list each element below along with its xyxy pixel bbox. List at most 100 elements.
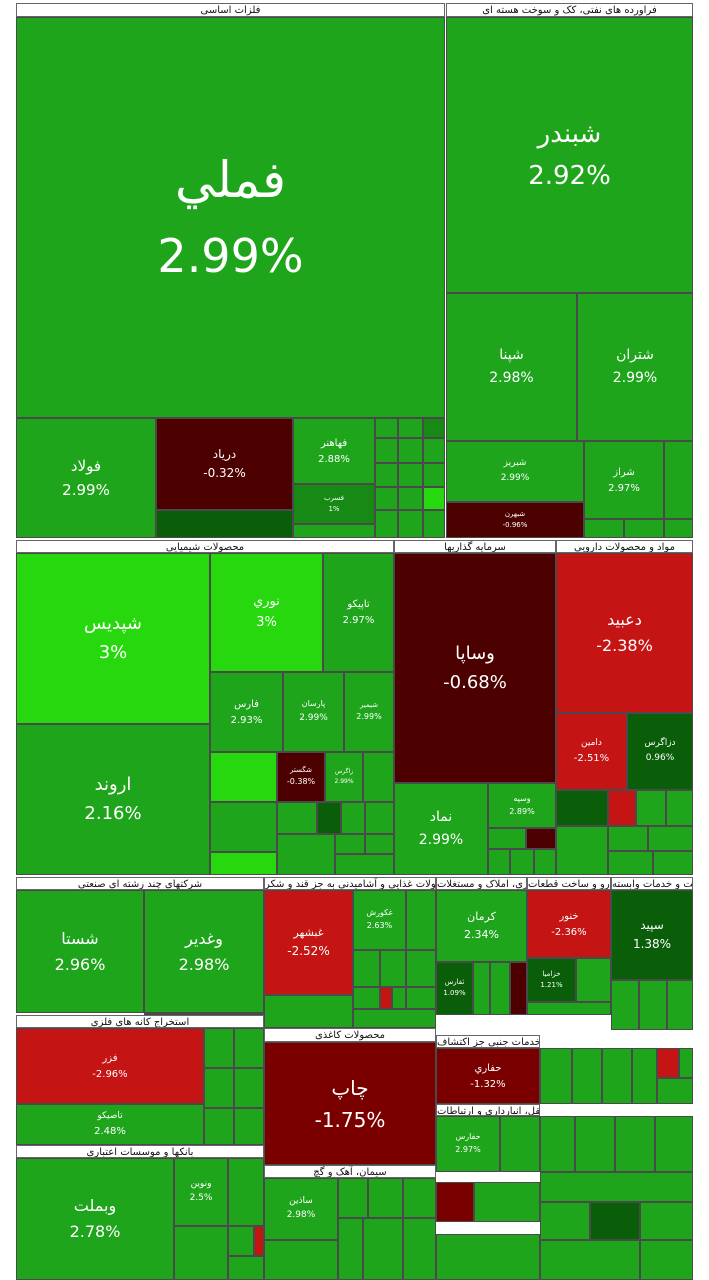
treemap-small-tile[interactable] [254,1226,264,1256]
treemap-small-tile[interactable] [624,519,664,538]
treemap-small-tile[interactable] [403,1178,436,1218]
treemap-small-tile[interactable] [636,790,666,826]
stock-tile[interactable]: نوري 3% [210,553,323,672]
stock-tile[interactable]: دزاگرس 0.96% [627,713,693,790]
treemap-small-tile[interactable] [540,1048,572,1104]
stock-tile[interactable]: شتران 2.99% [577,293,693,441]
treemap-small-tile[interactable] [398,487,423,510]
treemap-small-tile[interactable] [234,1028,264,1068]
treemap-small-tile[interactable] [375,438,398,463]
treemap-small-tile[interactable] [572,1048,602,1104]
stock-tile[interactable]: فارس 2.93% [210,672,283,752]
treemap-small-tile[interactable] [210,752,277,802]
stock-tile[interactable]: وغدير 2.98% [144,890,264,1013]
treemap-small-tile[interactable] [527,1002,611,1015]
treemap-small-tile[interactable] [406,890,436,950]
stock-tile[interactable]: شپديس 3% [16,553,210,724]
treemap-small-tile[interactable] [317,802,341,834]
treemap-small-tile[interactable] [353,1009,436,1028]
treemap-small-tile[interactable] [363,752,394,802]
treemap-small-tile[interactable] [615,1116,655,1172]
stock-tile[interactable]: شراز 2.97% [584,441,664,519]
treemap-small-tile[interactable] [648,826,693,851]
treemap-small-tile[interactable] [679,1048,693,1078]
stock-tile[interactable]: دعبيد -2.38% [556,553,693,713]
treemap-small-tile[interactable] [392,987,406,1009]
treemap-small-tile[interactable] [423,510,445,538]
treemap-small-tile[interactable] [398,510,423,538]
stock-tile[interactable]: فملي 2.99% [16,17,445,418]
treemap-small-tile[interactable] [488,849,510,875]
treemap-small-tile[interactable] [353,950,380,987]
treemap-small-tile[interactable] [423,487,445,510]
treemap-small-tile[interactable] [666,790,693,826]
treemap-small-tile[interactable] [657,1078,693,1104]
treemap-small-tile[interactable] [423,438,445,463]
treemap-small-tile[interactable] [363,1218,403,1280]
stock-tile[interactable]: شگستر -0.38% [277,752,325,802]
treemap-small-tile[interactable] [540,1172,693,1202]
treemap-small-tile[interactable] [156,510,293,538]
stock-tile[interactable]: شبهرن -0.96% [446,502,584,538]
treemap-small-tile[interactable] [608,790,636,826]
stock-tile[interactable]: غبشهر -2.52% [264,890,353,995]
stock-tile[interactable]: غکورش 2.63% [353,890,406,950]
treemap-small-tile[interactable] [210,852,277,875]
stock-tile[interactable]: تاصيكو 2.48% [16,1104,204,1145]
stock-tile[interactable]: نماد 2.99% [394,783,488,875]
treemap-small-tile[interactable] [655,1116,693,1172]
stock-tile[interactable]: ساذين 2.98% [264,1178,338,1240]
treemap-small-tile[interactable] [375,463,398,487]
treemap-small-tile[interactable] [335,834,365,854]
treemap-small-tile[interactable] [375,487,398,510]
stock-tile[interactable]: حفارس 2.97% [436,1116,500,1172]
treemap-small-tile[interactable] [234,1108,264,1145]
treemap-small-tile[interactable] [398,438,423,463]
treemap-small-tile[interactable] [526,828,556,849]
stock-tile[interactable]: فولاد 2.99% [16,418,156,538]
treemap-small-tile[interactable] [403,1218,436,1280]
treemap-small-tile[interactable] [234,1068,264,1108]
treemap-small-tile[interactable] [338,1218,363,1280]
stock-tile[interactable]: درياد -0.32% [156,418,293,510]
treemap-small-tile[interactable] [584,519,624,538]
treemap-small-tile[interactable] [204,1108,234,1145]
treemap-small-tile[interactable] [534,849,556,875]
treemap-small-tile[interactable] [640,1202,693,1240]
treemap-small-tile[interactable] [293,524,375,538]
treemap-small-tile[interactable] [264,1240,338,1280]
treemap-small-tile[interactable] [204,1028,234,1068]
treemap-small-tile[interactable] [510,962,527,1015]
treemap-small-tile[interactable] [228,1226,254,1256]
stock-tile[interactable]: زاگرس 2.99% [325,752,363,802]
treemap-small-tile[interactable] [664,519,693,538]
treemap-small-tile[interactable] [500,1116,540,1172]
treemap-small-tile[interactable] [277,802,317,834]
treemap-small-tile[interactable] [540,1116,575,1172]
stock-tile[interactable]: خنور -2.36% [527,890,611,958]
treemap-small-tile[interactable] [474,1182,540,1222]
treemap-small-tile[interactable] [436,1182,474,1222]
treemap-small-tile[interactable] [608,826,648,851]
treemap-small-tile[interactable] [608,851,653,875]
treemap-small-tile[interactable] [490,962,510,1015]
treemap-small-tile[interactable] [228,1256,264,1280]
treemap-small-tile[interactable] [365,802,394,834]
treemap-small-tile[interactable] [632,1048,657,1104]
treemap-small-tile[interactable] [398,418,423,438]
treemap-small-tile[interactable] [228,1158,264,1226]
treemap-small-tile[interactable] [353,987,380,1009]
treemap-small-tile[interactable] [174,1226,228,1280]
stock-tile[interactable]: شيمير 2.99% [344,672,394,752]
treemap-small-tile[interactable] [375,510,398,538]
stock-tile[interactable]: تاپيکو 2.97% [323,553,394,672]
treemap-small-tile[interactable] [406,987,436,1009]
treemap-small-tile[interactable] [510,849,534,875]
treemap-small-tile[interactable] [338,1178,368,1218]
stock-tile[interactable]: شبریز 2.99% [446,441,584,502]
stock-tile[interactable]: وسپه 2.89% [488,783,556,828]
treemap-small-tile[interactable] [380,950,406,987]
stock-tile[interactable]: فزر -2.96% [16,1028,204,1104]
treemap-small-tile[interactable] [398,463,423,487]
treemap-small-tile[interactable] [556,826,608,875]
